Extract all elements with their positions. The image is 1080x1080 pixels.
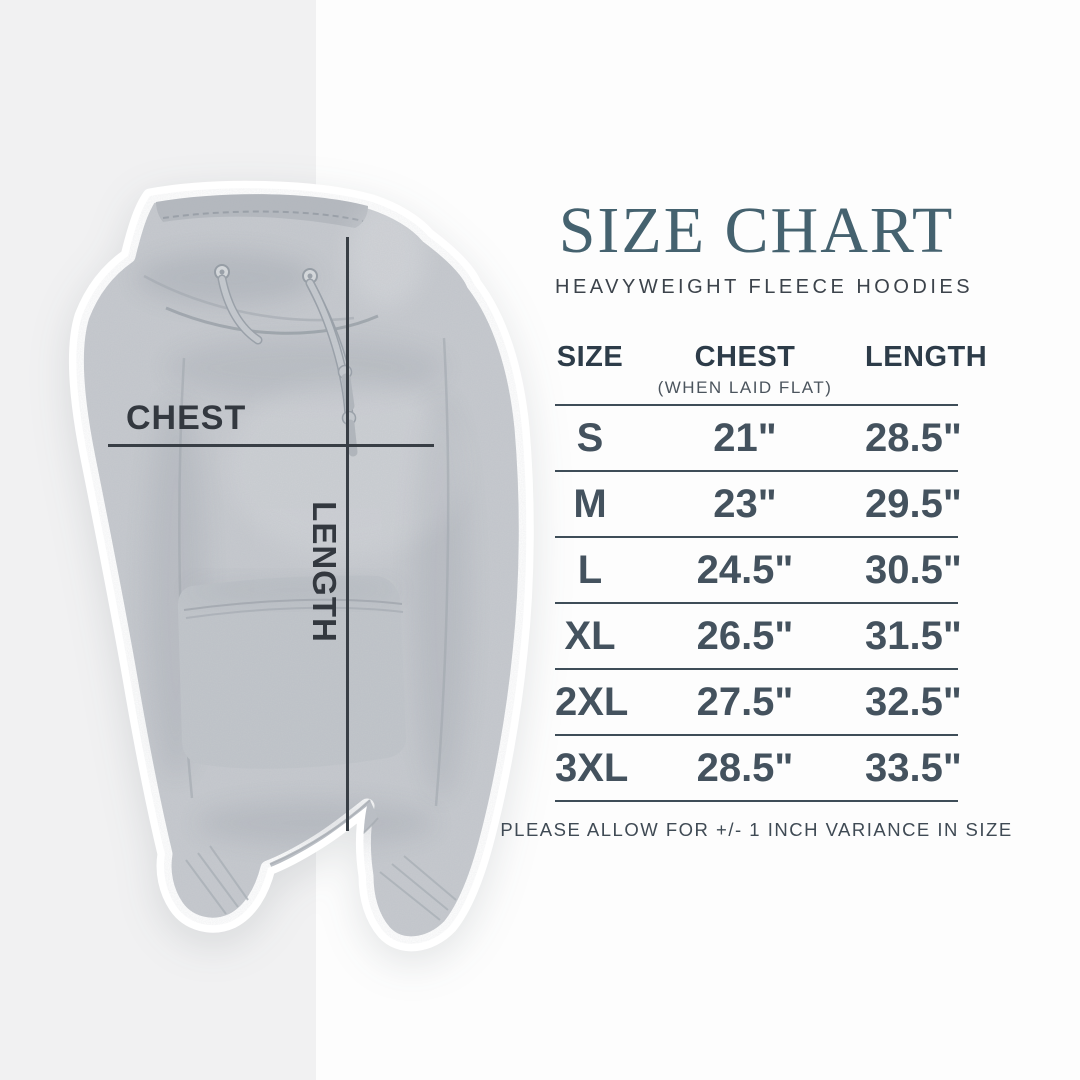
chest-cell: 26.5" (696, 613, 794, 658)
size-cell: S (576, 415, 604, 460)
size-table: SIZE CHEST LENGTH (WHEN LAID FLAT) S 21"… (555, 341, 988, 802)
length-cell: 31.5" (865, 613, 962, 658)
hoodie-photo (16, 158, 536, 958)
length-cell: 30.5" (865, 547, 962, 592)
size-chart-panel: SIZE CHART HEAVYWEIGHT FLEECE HOODIES SI… (500, 190, 1011, 841)
page-subtitle: HEAVYWEIGHT FLEECE HOODIES (555, 276, 974, 298)
chest-cell: 23" (713, 481, 777, 526)
table-row: S 21" 28.5" (555, 406, 962, 472)
table-row: 2XL 27.5" 32.5" (555, 670, 962, 736)
table-row: L 24.5" 30.5" (555, 538, 962, 604)
variance-footnote: PLEASE ALLOW FOR +/- 1 INCH VARIANCE IN … (500, 819, 1013, 840)
length-measure-line (346, 237, 349, 831)
chest-measure-label: CHEST (126, 399, 247, 437)
table-body: S 21" 28.5" M 23" 29.5" L 24.5" 30.5" XL… (555, 404, 962, 802)
col-header-size: SIZE (556, 341, 624, 373)
length-cell: 33.5" (865, 745, 962, 790)
size-cell: M (573, 481, 607, 526)
chest-cell: 27.5" (696, 679, 794, 724)
length-measure-label: LENGTH (306, 501, 343, 643)
chest-cell: 24.5" (696, 547, 794, 592)
size-cell: L (577, 547, 603, 592)
chest-note: (WHEN LAID FLAT) (657, 378, 833, 397)
heather-texture (76, 188, 527, 944)
size-cell: 2XL (555, 679, 629, 724)
length-cell: 32.5" (865, 679, 962, 724)
chest-measure-line (108, 444, 434, 447)
length-cell: 29.5" (865, 481, 962, 526)
table-header: SIZE CHEST LENGTH (WHEN LAID FLAT) (555, 341, 988, 398)
col-header-length: LENGTH (865, 341, 988, 373)
table-row: XL 26.5" 31.5" (555, 604, 962, 670)
chest-cell: 28.5" (696, 745, 794, 790)
chest-cell: 21" (713, 415, 777, 460)
length-cell: 28.5" (865, 415, 962, 460)
table-row: 3XL 28.5" 33.5" (555, 736, 962, 802)
size-cell: 3XL (555, 745, 629, 790)
col-header-chest: CHEST (694, 341, 796, 373)
table-row: M 23" 29.5" (555, 472, 962, 538)
size-cell: XL (564, 613, 616, 658)
page-title: SIZE CHART (558, 194, 955, 267)
